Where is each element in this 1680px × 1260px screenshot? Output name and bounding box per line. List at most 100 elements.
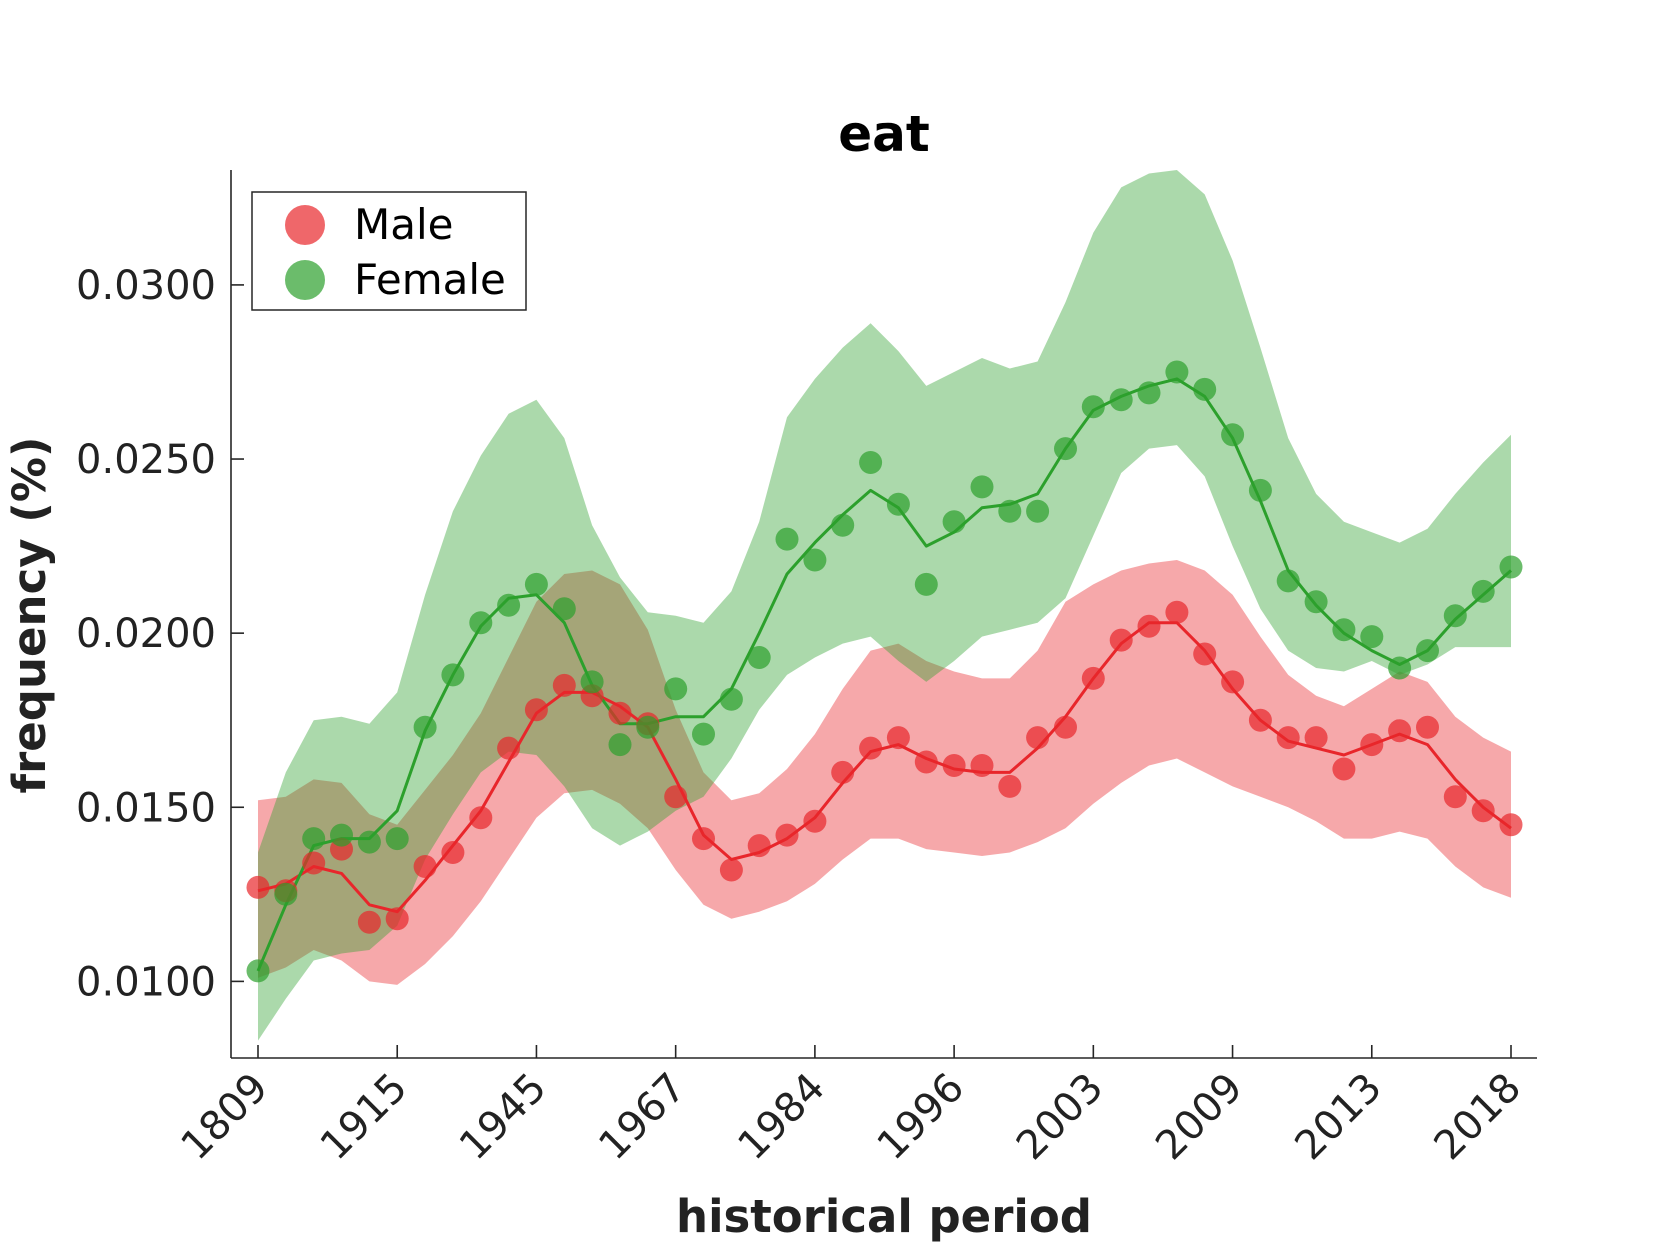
- female-data-point: [497, 593, 521, 617]
- male-data-point: [441, 841, 465, 864]
- female-data-point: [1137, 381, 1161, 405]
- female-data-point: [1054, 437, 1077, 461]
- female-data-point: [747, 646, 771, 669]
- male-data-point: [608, 701, 632, 725]
- female-data-point: [831, 513, 855, 537]
- legend-marker-male: [285, 205, 325, 245]
- x-tick-label: 1996: [869, 1065, 974, 1170]
- female-trend-line: [256, 377, 1512, 972]
- x-tick-label: 1809: [173, 1065, 278, 1170]
- male-data-point: [1304, 726, 1328, 750]
- male-data-point: [1360, 733, 1384, 757]
- female-data-point: [469, 611, 493, 635]
- male-data-point: [1443, 785, 1467, 809]
- female-data-point: [970, 475, 994, 499]
- male-data-point: [413, 855, 437, 878]
- female-data-point: [942, 510, 966, 534]
- male-data-point: [246, 875, 270, 899]
- male-data-point: [524, 698, 548, 722]
- y-tick-label: 0.0200: [76, 611, 216, 657]
- female-data-point: [330, 823, 353, 847]
- male-data-point: [1137, 614, 1161, 638]
- female-data-point: [1165, 360, 1189, 384]
- female-data-point: [1221, 423, 1245, 447]
- female-data-point: [1276, 569, 1300, 593]
- male-data-point: [803, 809, 827, 833]
- male-data-point: [302, 851, 326, 875]
- x-tick-label: 1967: [590, 1065, 695, 1170]
- female-data-point: [1471, 579, 1495, 603]
- male-data-point: [692, 827, 715, 851]
- y-tick-label: 0.0250: [76, 437, 216, 483]
- female-data-point: [803, 548, 827, 572]
- female-data-point: [1388, 656, 1412, 680]
- x-tick-label: 2009: [1147, 1065, 1252, 1170]
- x-tick-label: 1984: [729, 1065, 834, 1170]
- male-data-point: [1221, 670, 1245, 694]
- male-data-point: [552, 673, 576, 697]
- male-trend-line: [257, 621, 1512, 914]
- male-data-point: [1388, 719, 1412, 743]
- female-data-point: [886, 492, 910, 516]
- female-data-point: [302, 827, 326, 851]
- female-data-point: [664, 677, 688, 701]
- female-data-point: [692, 722, 715, 746]
- male-data-point: [859, 736, 883, 760]
- male-data-point: [998, 774, 1022, 798]
- male-data-point: [1332, 757, 1356, 781]
- female-data-point: [441, 663, 465, 687]
- male-data-point: [886, 726, 910, 750]
- legend: Male Female: [251, 191, 527, 311]
- male-data-point: [970, 754, 994, 777]
- female-data-point: [1332, 618, 1356, 642]
- female-data-point: [1193, 377, 1217, 401]
- male-data-point: [664, 785, 688, 809]
- data-points: [246, 360, 1523, 983]
- female-data-point: [385, 827, 409, 851]
- female-data-point: [719, 687, 743, 711]
- x-tick-label: 1945: [451, 1065, 556, 1170]
- female-data-point: [274, 882, 298, 906]
- x-tick-label: 2003: [1008, 1065, 1113, 1170]
- male-data-point: [1026, 726, 1050, 750]
- male-data-point: [831, 760, 855, 784]
- x-tick-label: 1915: [312, 1065, 417, 1170]
- female-data-point: [524, 572, 548, 596]
- female-data-point: [636, 715, 660, 739]
- legend-label-male: Male: [354, 200, 453, 249]
- x-tick-label: 2013: [1286, 1065, 1391, 1170]
- y-tick-label: 0.0150: [76, 785, 216, 831]
- female-data-point: [1499, 555, 1523, 579]
- male-data-point: [747, 834, 771, 858]
- female-data-point: [246, 959, 270, 983]
- male-data-point: [1416, 715, 1439, 739]
- male-data-point: [719, 858, 743, 882]
- female-data-point: [1443, 604, 1467, 628]
- female-data-point: [1026, 499, 1050, 523]
- female-data-point: [998, 499, 1022, 523]
- female-data-point: [914, 572, 938, 596]
- female-data-point: [859, 451, 883, 474]
- female-data-point: [775, 527, 799, 551]
- male-data-point: [942, 754, 966, 777]
- male-data-point: [385, 907, 409, 931]
- male-data-point: [1081, 666, 1105, 690]
- female-data-point: [1109, 388, 1133, 412]
- female-data-point: [552, 597, 576, 621]
- x-tick-label: 2018: [1426, 1065, 1531, 1170]
- male-data-point: [1248, 708, 1272, 732]
- male-data-point: [914, 750, 938, 774]
- female-data-point: [413, 715, 437, 739]
- male-data-point: [497, 736, 521, 760]
- y-axis-ticks: 0.0100 0.0150 0.0200 0.0250 0.0300: [76, 263, 244, 1005]
- male-data-point: [1276, 726, 1300, 750]
- chart-title: eat: [838, 105, 930, 163]
- female-data-point: [608, 733, 632, 757]
- female-data-point: [1416, 639, 1439, 663]
- y-tick-label: 0.0300: [76, 263, 216, 309]
- x-axis-ticks: 1809 1915 1945 1967 1984 1996 2003 2009 2013 2018: [173, 1045, 1531, 1170]
- male-data-point: [1109, 628, 1133, 652]
- female-data-point: [1304, 590, 1328, 614]
- male-data-point: [357, 910, 381, 934]
